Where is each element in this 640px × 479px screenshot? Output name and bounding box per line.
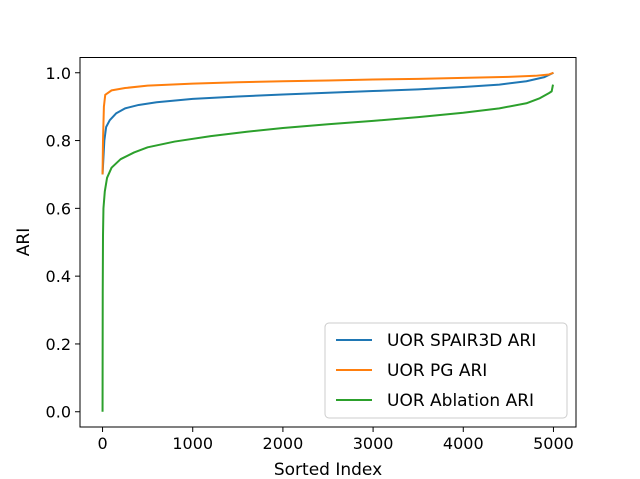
y-tick-label: 0.6 (46, 199, 71, 218)
series-line-2 (101, 84, 554, 412)
legend-label-0: UOR SPAIR3D ARI (387, 331, 536, 351)
axes-frame (79, 57, 577, 428)
x-axis-label: Sorted Index (274, 460, 382, 479)
y-tick-label: 0.8 (46, 132, 71, 151)
series-line-1 (101, 71, 554, 175)
x-axis-ticks: 0 1000 2000 3000 4000 5000 (97, 427, 574, 453)
x-tick-label: 2000 (263, 434, 304, 453)
x-tick-label: 0 (97, 434, 107, 453)
plot-area (101, 71, 554, 412)
y-tick-label: 0.4 (46, 267, 71, 286)
y-tick-label: 1.0 (46, 64, 71, 83)
x-tick-label: 1000 (172, 434, 213, 453)
y-tick-label: 0.2 (46, 335, 71, 354)
y-tick-label: 0.0 (46, 403, 71, 422)
y-axis-label: ARI (14, 228, 34, 256)
legend-label-1: UOR PG ARI (387, 361, 487, 381)
x-tick-label: 4000 (443, 434, 484, 453)
legend-box (324, 322, 568, 419)
series-line-0 (101, 71, 554, 175)
y-axis-ticks: 0.0 0.2 0.4 0.6 0.8 1.0 (46, 64, 80, 422)
x-tick-label: 5000 (533, 434, 574, 453)
x-tick-label: 3000 (353, 434, 394, 453)
legend: UOR SPAIR3D ARI UOR PG ARI UOR Ablation AR… (324, 322, 568, 419)
legend-label-2: UOR Ablation ARI (387, 391, 534, 411)
